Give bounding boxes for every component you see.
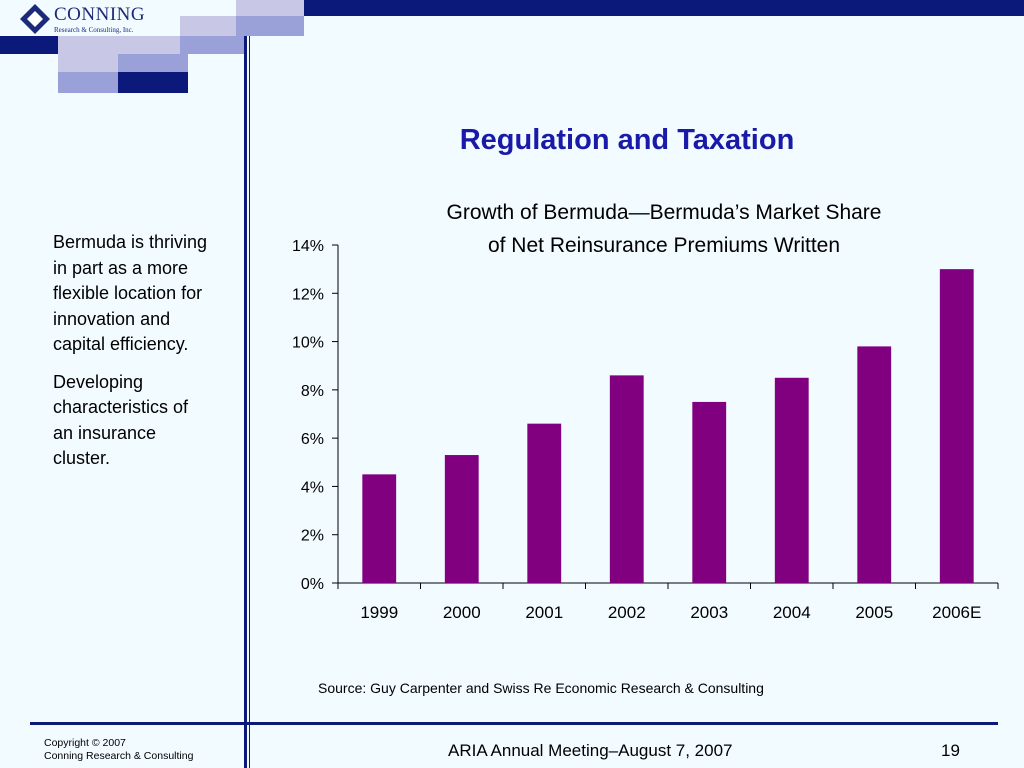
x-tick-label: 2006E <box>932 603 981 622</box>
decor-block <box>236 0 304 16</box>
decor-block <box>180 16 236 36</box>
footer-rule <box>30 722 998 725</box>
bar-chart: Growth of Bermuda—Bermuda’s Market Share… <box>292 201 999 622</box>
bar-2003 <box>692 401 727 583</box>
y-tick-label: 2% <box>301 528 324 545</box>
copyright-line: Copyright © 2007 <box>44 737 126 749</box>
vertical-rule-thin <box>249 36 250 768</box>
copyright-company: Conning Research & Consulting <box>44 750 194 762</box>
y-tick-label: 10% <box>292 335 324 352</box>
decor-block <box>118 72 188 93</box>
y-tick-label: 8% <box>301 383 324 400</box>
x-tick-label: 2005 <box>855 603 893 622</box>
chart-title-line-2: of Net Reinsurance Premiums Written <box>488 234 840 257</box>
chart-bars <box>362 269 974 583</box>
sidebar-paragraph: Developing characteristics of an insuran… <box>53 371 189 469</box>
y-tick-label: 4% <box>301 479 324 496</box>
chart-labels: 0% 2% 4% 6% 8% 10% 12% 14% 1999 2000 2001 2002 2003 2… <box>292 238 981 622</box>
bar-2006E <box>939 269 974 583</box>
decor-block <box>58 72 118 93</box>
decor-block <box>58 54 118 72</box>
company-logo: CONNING Research & Consulting, Inc. <box>14 2 164 36</box>
x-tick-label: 2002 <box>608 603 646 622</box>
y-tick-label: 6% <box>301 431 324 448</box>
logo-tagline: Research & Consulting, Inc. <box>54 26 134 34</box>
y-tick-label: 14% <box>292 238 324 255</box>
footer-event: ARIA Annual Meeting–August 7, 2007 <box>448 741 733 760</box>
slide-title: Regulation and Taxation <box>459 124 795 156</box>
x-tick-label: 2001 <box>525 603 563 622</box>
decor-block <box>118 36 180 54</box>
decor-block <box>0 36 58 54</box>
bar-2004 <box>774 377 809 583</box>
diamond-logo-icon <box>20 4 50 34</box>
sidebar-paragraph: Bermuda is thriving in part as a more fl… <box>53 232 208 354</box>
decor-block <box>58 36 118 54</box>
decor-block <box>118 54 188 72</box>
page-number: 19 <box>941 741 960 760</box>
bar-2000 <box>444 455 479 583</box>
x-tick-label: 2000 <box>443 603 481 622</box>
source-note: Source: Guy Carpenter and Swiss Re Econo… <box>318 680 764 696</box>
decor-block <box>304 0 1024 16</box>
x-tick-label: 2003 <box>690 603 728 622</box>
chart-axes <box>332 244 999 589</box>
y-tick-label: 0% <box>301 576 324 593</box>
bar-2001 <box>527 423 562 583</box>
y-tick-label: 12% <box>292 286 324 303</box>
bar-2005 <box>857 346 892 583</box>
x-tick-label: 1999 <box>360 603 398 622</box>
x-tick-label: 2004 <box>773 603 811 622</box>
decor-block <box>180 36 244 54</box>
vertical-rule <box>244 36 247 768</box>
bar-2002 <box>609 375 644 583</box>
decor-block <box>236 16 304 36</box>
sidebar-text: Bermuda is thriving in part as a more fl… <box>53 230 213 484</box>
bar-1999 <box>362 474 397 583</box>
chart-title-line-1: Growth of Bermuda—Bermuda’s Market Share <box>447 201 882 224</box>
copyright: Copyright © 2007 Conning Research & Cons… <box>44 737 193 763</box>
logo-wordmark: CONNING <box>54 4 146 25</box>
